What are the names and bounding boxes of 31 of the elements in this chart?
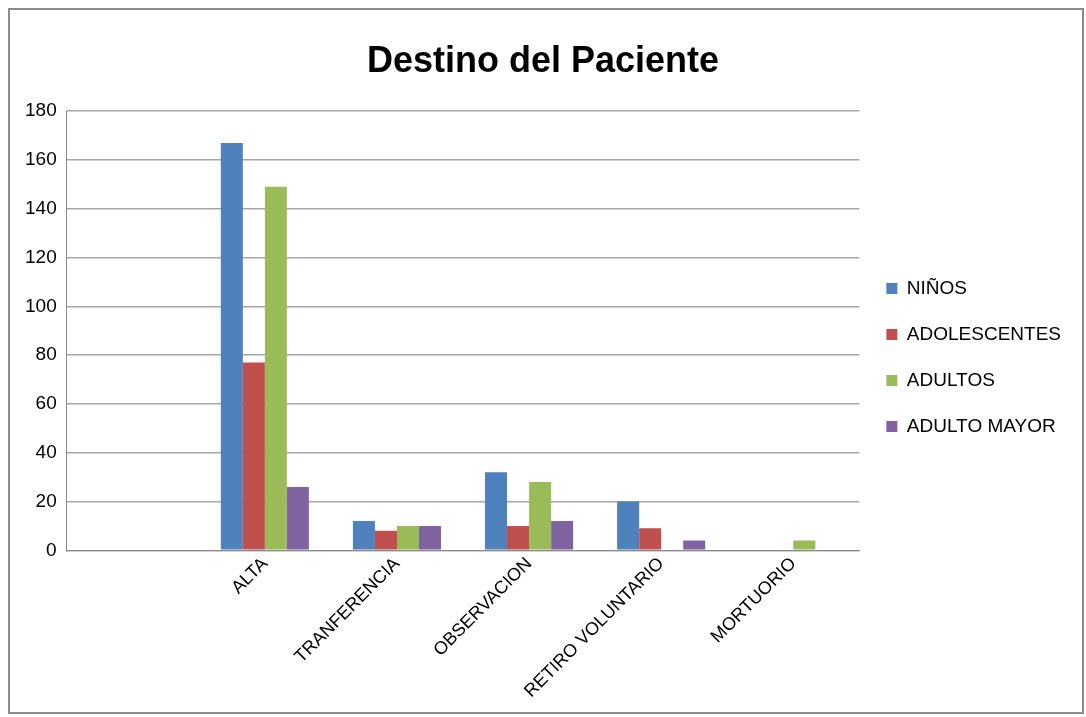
bar	[242, 362, 265, 550]
bar	[220, 142, 243, 550]
bar	[617, 501, 640, 550]
legend-label: ADULTOS	[906, 368, 995, 390]
bar	[396, 525, 419, 550]
y-tick-label: 160	[25, 148, 57, 170]
bar	[551, 521, 574, 550]
bar	[793, 540, 816, 550]
y-tick-label: 0	[46, 538, 57, 560]
bar	[507, 525, 530, 550]
legend-label: ADULTO MAYOR	[906, 414, 1056, 436]
y-tick-label: 100	[25, 294, 57, 316]
bar	[352, 521, 375, 550]
bar	[374, 530, 397, 550]
legend-label: ADOLESCENTES	[906, 322, 1061, 344]
bar	[683, 540, 706, 550]
bar	[419, 525, 442, 550]
bar	[485, 472, 508, 550]
y-tick-label: 80	[35, 343, 57, 365]
y-tick-label: 40	[35, 440, 57, 462]
bar	[286, 486, 309, 550]
legend-label: NIÑOS	[906, 276, 968, 298]
y-tick-label: 60	[35, 392, 57, 414]
y-tick-label: 140	[25, 197, 57, 219]
bar	[639, 528, 662, 550]
y-tick-label: 20	[35, 489, 57, 511]
bar	[264, 186, 287, 550]
y-tick-label: 180	[25, 99, 57, 121]
bar	[529, 482, 552, 550]
y-tick-label: 120	[25, 245, 57, 267]
chart-title: Destino del Paciente	[366, 38, 720, 80]
